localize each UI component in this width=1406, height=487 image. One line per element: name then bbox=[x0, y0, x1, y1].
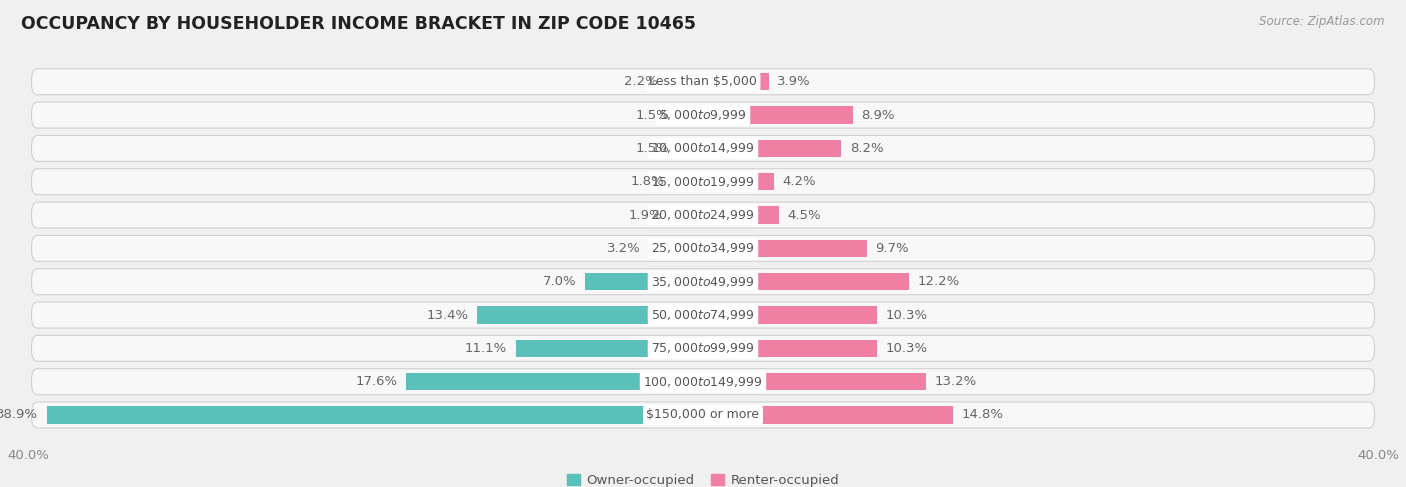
Bar bbox=[703, 406, 953, 424]
Text: $10,000 to $14,999: $10,000 to $14,999 bbox=[651, 141, 755, 155]
FancyBboxPatch shape bbox=[31, 102, 1375, 128]
Text: $75,000 to $99,999: $75,000 to $99,999 bbox=[651, 341, 755, 356]
Bar bbox=[672, 173, 703, 190]
Text: $35,000 to $49,999: $35,000 to $49,999 bbox=[651, 275, 755, 289]
Text: 17.6%: 17.6% bbox=[356, 375, 398, 388]
Text: 1.9%: 1.9% bbox=[628, 208, 662, 222]
Text: 10.3%: 10.3% bbox=[886, 308, 928, 321]
Text: 12.2%: 12.2% bbox=[917, 275, 959, 288]
Text: 8.2%: 8.2% bbox=[849, 142, 883, 155]
Text: $150,000 or more: $150,000 or more bbox=[647, 409, 759, 421]
Text: 13.2%: 13.2% bbox=[934, 375, 976, 388]
FancyBboxPatch shape bbox=[31, 269, 1375, 295]
Bar bbox=[703, 373, 925, 390]
Text: 13.4%: 13.4% bbox=[426, 308, 468, 321]
Text: 11.1%: 11.1% bbox=[465, 342, 508, 355]
FancyBboxPatch shape bbox=[31, 69, 1375, 95]
Bar bbox=[703, 306, 877, 324]
Bar bbox=[703, 73, 769, 91]
Text: 14.8%: 14.8% bbox=[962, 409, 1002, 421]
Bar bbox=[650, 240, 703, 257]
Text: 4.2%: 4.2% bbox=[782, 175, 815, 188]
Text: 1.5%: 1.5% bbox=[636, 142, 669, 155]
Text: 2.2%: 2.2% bbox=[624, 75, 658, 88]
Bar bbox=[671, 206, 703, 224]
Text: Source: ZipAtlas.com: Source: ZipAtlas.com bbox=[1260, 15, 1385, 28]
Text: 7.0%: 7.0% bbox=[543, 275, 576, 288]
Bar bbox=[516, 339, 703, 357]
FancyBboxPatch shape bbox=[31, 302, 1375, 328]
FancyBboxPatch shape bbox=[31, 202, 1375, 228]
Text: OCCUPANCY BY HOUSEHOLDER INCOME BRACKET IN ZIP CODE 10465: OCCUPANCY BY HOUSEHOLDER INCOME BRACKET … bbox=[21, 15, 696, 33]
Text: $5,000 to $9,999: $5,000 to $9,999 bbox=[659, 108, 747, 122]
Text: $50,000 to $74,999: $50,000 to $74,999 bbox=[651, 308, 755, 322]
FancyBboxPatch shape bbox=[31, 369, 1375, 394]
Bar bbox=[703, 173, 773, 190]
FancyBboxPatch shape bbox=[31, 336, 1375, 361]
Bar bbox=[703, 206, 779, 224]
Bar bbox=[703, 339, 877, 357]
Bar bbox=[666, 73, 703, 91]
FancyBboxPatch shape bbox=[31, 235, 1375, 262]
Bar bbox=[703, 273, 908, 290]
Text: 3.2%: 3.2% bbox=[607, 242, 641, 255]
Text: 10.3%: 10.3% bbox=[886, 342, 928, 355]
Bar bbox=[678, 140, 703, 157]
Text: 8.9%: 8.9% bbox=[862, 109, 896, 122]
Text: 38.9%: 38.9% bbox=[0, 409, 38, 421]
Bar bbox=[703, 107, 853, 124]
Text: $15,000 to $19,999: $15,000 to $19,999 bbox=[651, 175, 755, 189]
Text: $20,000 to $24,999: $20,000 to $24,999 bbox=[651, 208, 755, 222]
Text: 4.5%: 4.5% bbox=[787, 208, 821, 222]
Bar bbox=[46, 406, 703, 424]
Text: $100,000 to $149,999: $100,000 to $149,999 bbox=[644, 375, 762, 389]
Text: 9.7%: 9.7% bbox=[875, 242, 908, 255]
Bar bbox=[703, 140, 841, 157]
Bar bbox=[585, 273, 703, 290]
Text: 1.5%: 1.5% bbox=[636, 109, 669, 122]
Text: 1.8%: 1.8% bbox=[630, 175, 664, 188]
Text: 3.9%: 3.9% bbox=[778, 75, 811, 88]
Bar bbox=[477, 306, 703, 324]
Bar bbox=[678, 107, 703, 124]
Legend: Owner-occupied, Renter-occupied: Owner-occupied, Renter-occupied bbox=[561, 469, 845, 487]
Text: Less than $5,000: Less than $5,000 bbox=[650, 75, 756, 88]
Text: $25,000 to $34,999: $25,000 to $34,999 bbox=[651, 242, 755, 255]
Bar bbox=[703, 240, 866, 257]
FancyBboxPatch shape bbox=[31, 169, 1375, 195]
Bar bbox=[406, 373, 703, 390]
FancyBboxPatch shape bbox=[31, 402, 1375, 428]
FancyBboxPatch shape bbox=[31, 135, 1375, 161]
